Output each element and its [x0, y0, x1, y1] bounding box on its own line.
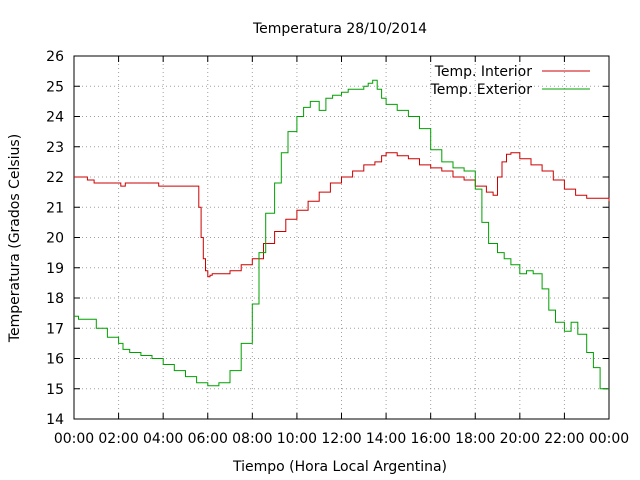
series-layer	[74, 79, 610, 390]
x-tick-label: 20:00	[500, 431, 540, 447]
y-tick-label: 16	[46, 352, 64, 368]
x-tick-label: 02:00	[98, 431, 138, 447]
x-tick-label: 14:00	[366, 431, 406, 447]
y-tick-label: 18	[46, 291, 64, 307]
y-tick-label: 17	[46, 321, 64, 337]
series-line-interior	[74, 152, 610, 278]
x-tick-label: 16:00	[410, 431, 450, 447]
y-tick-label: 19	[46, 261, 64, 277]
y-tick-label: 14	[46, 412, 64, 428]
legend-label-exterior: Temp. Exterior	[430, 82, 533, 98]
x-tick-label: 08:00	[232, 431, 272, 447]
legend-label-interior: Temp. Interior	[434, 64, 533, 80]
y-tick-label: 15	[46, 382, 64, 398]
y-tick-label: 24	[46, 110, 64, 126]
x-tick-label: 18:00	[455, 431, 495, 447]
y-axis: 14 15 16 17 18 19 20 21 22 23 24 25 26	[46, 49, 609, 428]
x-tick-label: 22:00	[544, 431, 584, 447]
y-tick-label: 21	[46, 200, 64, 216]
x-tick-label: 10:00	[277, 431, 317, 447]
x-axis: 00:00 02:00 04:00 06:00 08:00 10:00 12:00 14:00…	[54, 56, 629, 447]
x-tick-label: 00:00	[589, 431, 629, 447]
x-tick-label: 06:00	[188, 431, 228, 447]
legend: Temp. Interior Temp. Exterior	[430, 64, 590, 98]
y-tick-label: 26	[46, 49, 64, 65]
y-tick-label: 25	[46, 79, 64, 95]
chart-title: Temperatura 28/10/2014	[252, 21, 427, 37]
grid-lines	[74, 56, 609, 419]
series-line-exterior	[74, 79, 609, 390]
y-tick-label: 22	[46, 170, 64, 186]
x-tick-label: 04:00	[143, 431, 183, 447]
y-axis-title: Temperatura (Grados Celsius)	[7, 134, 23, 343]
y-tick-label: 20	[46, 231, 64, 247]
y-tick-label: 23	[46, 140, 64, 156]
x-axis-title: Tiempo (Hora Local Argentina)	[232, 459, 447, 475]
x-tick-label: 00:00	[54, 431, 94, 447]
x-tick-label: 12:00	[321, 431, 361, 447]
